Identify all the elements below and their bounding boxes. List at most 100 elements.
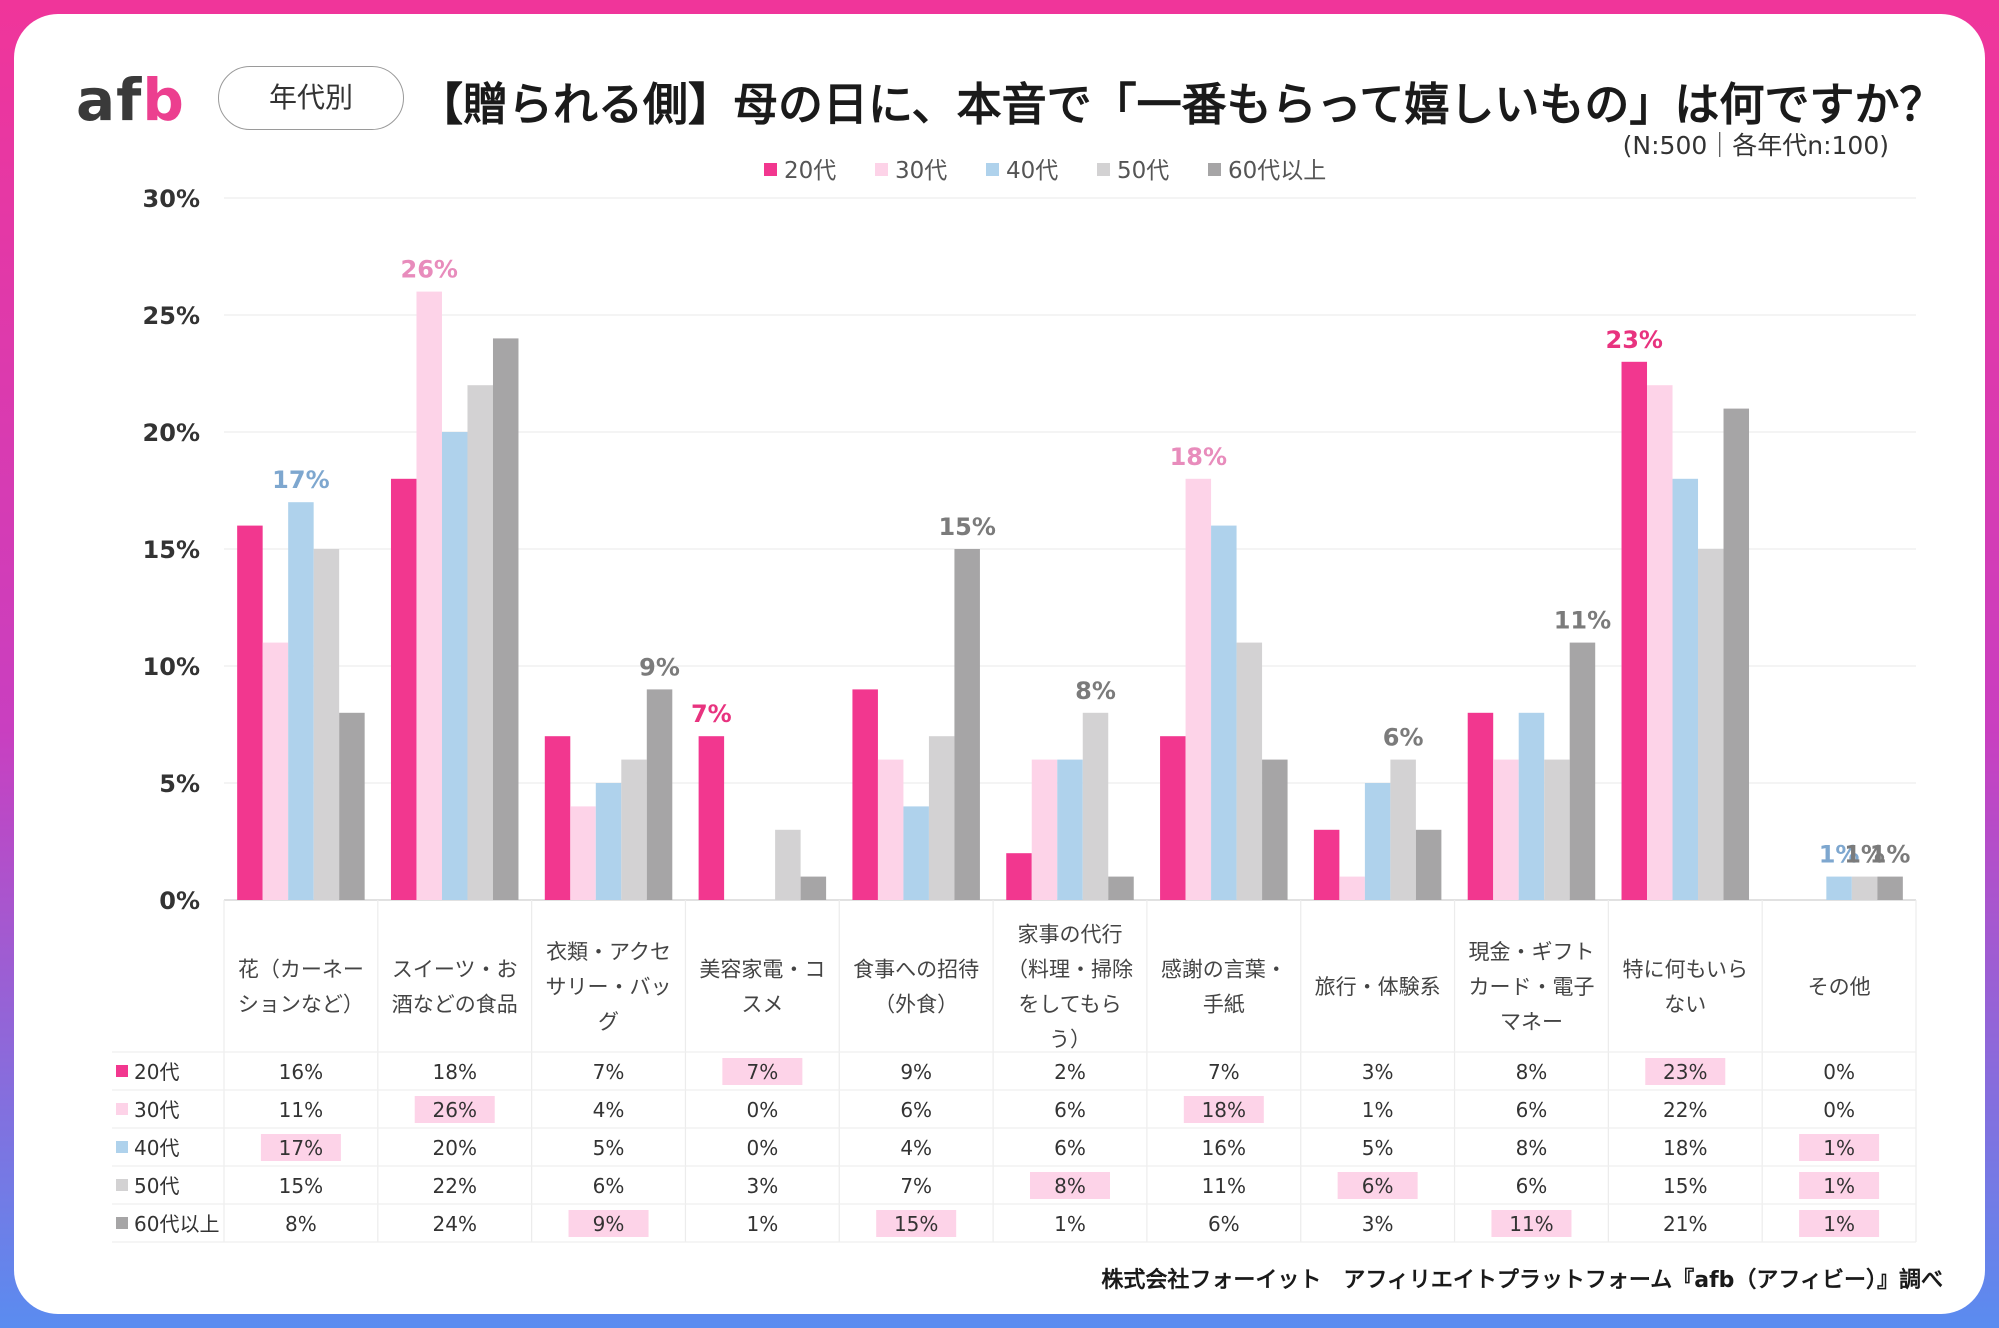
category-label: 旅行・体験系 — [1315, 975, 1441, 999]
bar — [1544, 759, 1570, 900]
category-label: をしてもら — [1018, 993, 1121, 1017]
table-cell: 9% — [593, 1212, 625, 1236]
table-cell: 11% — [1202, 1174, 1246, 1198]
category-label: 食事への招待 — [853, 958, 979, 982]
bar — [467, 385, 493, 900]
bar — [313, 549, 340, 900]
category-label: （外食） — [874, 993, 958, 1017]
table-cell: 15% — [279, 1174, 323, 1198]
category-label: スメ — [741, 993, 783, 1017]
table-cell: 1% — [1823, 1136, 1855, 1160]
afb-logo: afb — [76, 66, 185, 134]
table-cell: 24% — [433, 1212, 477, 1236]
sample-size-note: (N:500｜各年代n:100) — [1622, 131, 1889, 160]
table-cell: 1% — [1823, 1212, 1855, 1236]
legend-swatch — [1097, 163, 1110, 176]
category-label: 特に何もいら — [1622, 958, 1748, 982]
y-tick-label: 0% — [159, 887, 200, 915]
table-cell: 6% — [1516, 1174, 1548, 1198]
data-label: 11% — [1554, 607, 1611, 635]
table-cell-highlight — [1799, 1210, 1880, 1237]
legend-label: 30代 — [895, 158, 947, 184]
table-cell: 6% — [1516, 1098, 1548, 1122]
table-cell: 1% — [746, 1212, 778, 1236]
category-label: その他 — [1808, 975, 1871, 999]
bar — [800, 876, 827, 900]
category-label: ない — [1664, 993, 1706, 1017]
table-cell-highlight — [414, 1096, 495, 1123]
bar — [1313, 829, 1340, 900]
table-cell: 18% — [1202, 1098, 1246, 1122]
bar — [1262, 759, 1288, 900]
table-cell: 0% — [1823, 1098, 1855, 1122]
y-tick-label: 10% — [143, 653, 200, 681]
table-cell: 4% — [593, 1098, 625, 1122]
table-row-label: 40代 — [134, 1136, 179, 1160]
table-row-swatch — [116, 1217, 128, 1229]
legend-swatch — [1208, 163, 1221, 176]
table-cell: 7% — [900, 1174, 932, 1198]
table-cell: 22% — [433, 1174, 477, 1198]
bar — [954, 549, 980, 900]
table-cell: 18% — [433, 1060, 477, 1084]
category-label: う） — [1049, 1028, 1091, 1052]
bar — [1211, 525, 1237, 900]
table-row-swatch — [116, 1179, 128, 1191]
table-cell: 16% — [279, 1060, 323, 1084]
table-row-label: 60代以上 — [134, 1212, 219, 1236]
data-label: 1% — [1870, 841, 1911, 869]
bar — [1877, 876, 1903, 900]
table-row-label: 50代 — [134, 1174, 179, 1198]
bar — [1467, 712, 1494, 900]
data-label: 1% — [1819, 841, 1860, 869]
category-label: 酒などの食品 — [392, 993, 518, 1017]
bar — [1160, 736, 1186, 900]
table-cell: 8% — [1516, 1136, 1548, 1160]
legend-label: 20代 — [784, 158, 836, 184]
category-label: サリー・バッ — [546, 975, 672, 999]
table-cell-highlight — [1491, 1210, 1572, 1237]
bar — [1826, 876, 1852, 900]
table-row-swatch — [116, 1103, 128, 1115]
bar — [621, 759, 647, 900]
table-cell-highlight — [1030, 1172, 1110, 1199]
table-cell: 7% — [746, 1060, 778, 1084]
table-cell: 3% — [1362, 1212, 1394, 1236]
data-label: 8% — [1075, 677, 1116, 705]
bar — [1339, 876, 1365, 900]
bar — [928, 736, 955, 900]
page-title: 【贈られる側】母の日に、本音で「一番もらって嬉しいもの」は何ですか？ — [418, 78, 1945, 131]
bar — [1236, 642, 1263, 900]
table-cell: 22% — [1663, 1098, 1707, 1122]
bar — [544, 736, 571, 900]
data-label: 1% — [1844, 841, 1885, 869]
bar — [339, 712, 365, 900]
legend-swatch — [875, 163, 888, 176]
table-cell-highlight — [260, 1134, 341, 1161]
bar — [852, 689, 878, 900]
category-label: （料理・掃除 — [1007, 958, 1133, 982]
table-cell: 0% — [746, 1136, 778, 1160]
table-cell: 23% — [1663, 1060, 1707, 1084]
category-label: 衣類・アクセ — [546, 940, 671, 964]
table-cell: 17% — [279, 1136, 323, 1160]
table-cell: 6% — [900, 1098, 932, 1122]
table-cell: 1% — [1054, 1212, 1086, 1236]
table-row-swatch — [116, 1141, 128, 1153]
category-label: 現金・ギフト — [1468, 940, 1594, 964]
table-cell: 21% — [1663, 1212, 1707, 1236]
bar — [288, 502, 314, 900]
table-cell: 11% — [279, 1098, 323, 1122]
table-cell: 7% — [593, 1060, 625, 1084]
table-cell: 11% — [1509, 1212, 1553, 1236]
category-label: 家事の代行 — [1018, 923, 1123, 947]
table-cell-highlight — [1337, 1172, 1418, 1199]
data-label: 17% — [272, 466, 329, 494]
y-tick-label: 20% — [143, 419, 200, 447]
table-cell-highlight — [1799, 1172, 1880, 1199]
segment-pill: 年代別 — [218, 66, 404, 130]
table-cell: 8% — [1516, 1060, 1548, 1084]
y-tick-label: 25% — [143, 302, 200, 330]
table-cell: 9% — [900, 1060, 932, 1084]
